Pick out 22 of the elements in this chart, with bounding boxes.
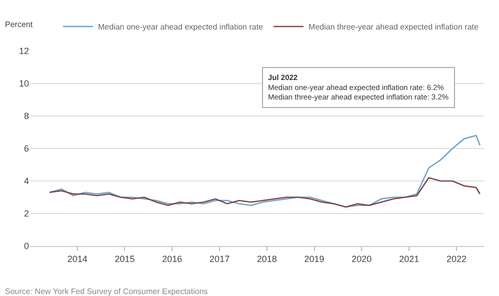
x-tick-label: 2021 <box>399 254 420 264</box>
y-tick-label: 6 <box>24 144 29 154</box>
x-tick-label: 2016 <box>162 254 182 264</box>
y-tick-label: 12 <box>18 46 29 56</box>
legend-label: Median three-year ahead expected inflation rate <box>308 22 479 32</box>
source-note: Source: New York Fed Survey of Consumer Expectations <box>5 287 208 296</box>
y-tick-label: 8 <box>24 111 29 122</box>
x-tick-label: 2019 <box>304 254 324 264</box>
x-tick-label: 2014 <box>67 254 88 264</box>
y-axis-title: Percent <box>5 20 34 29</box>
x-tick-label: 2020 <box>352 254 372 264</box>
y-tick-label: 2 <box>24 208 29 219</box>
x-tick-label: 2017 <box>210 254 230 264</box>
y-tick-label: 10 <box>18 78 29 89</box>
x-tick-label: 2022 <box>446 254 467 264</box>
line-series <box>48 134 481 208</box>
legend-label: Median one-year ahead expected inflation rate <box>98 22 264 32</box>
line-series <box>48 177 481 208</box>
y-tick-label: 4 <box>24 176 29 186</box>
y-tick-label: 0 <box>24 241 29 252</box>
x-tick-label: 2015 <box>114 254 135 264</box>
x-tick-label: 2018 <box>256 254 277 264</box>
